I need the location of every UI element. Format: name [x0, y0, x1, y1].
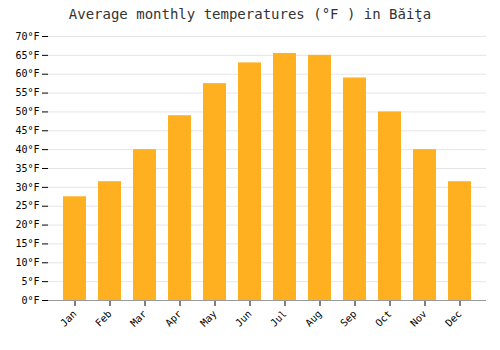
svg-text:Jan: Jan: [58, 308, 79, 329]
svg-text:May: May: [198, 308, 219, 329]
svg-text:55°F: 55°F: [15, 87, 39, 98]
svg-text:Dec: Dec: [443, 308, 464, 329]
svg-text:40°F: 40°F: [15, 144, 39, 155]
html-text:Average monthly temperatures (: Average monthly temperatures (°F ) in Bă…: [68, 6, 432, 22]
svg-text:30°F: 30°F: [15, 182, 39, 193]
svg-text:Jul: Jul: [268, 308, 289, 329]
svg-text:Feb: Feb: [93, 308, 114, 329]
svg-text:Aug: Aug: [303, 308, 324, 329]
svg-text:60°F: 60°F: [15, 68, 39, 79]
svg-text:50°F: 50°F: [15, 106, 39, 117]
svg-text:Mar: Mar: [128, 308, 149, 329]
svg-text:Nov: Nov: [408, 308, 429, 329]
svg-text:0°F: 0°F: [21, 295, 39, 306]
svg-text:10°F: 10°F: [15, 257, 39, 268]
svg-text:70°F: 70°F: [15, 31, 39, 42]
svg-text:20°F: 20°F: [15, 219, 39, 230]
svg-text:5°F: 5°F: [21, 276, 39, 287]
svg-text:45°F: 45°F: [15, 125, 39, 136]
svg-text:15°F: 15°F: [15, 238, 39, 249]
svg-text:Apr: Apr: [163, 308, 184, 329]
svg-text:Sep: Sep: [338, 308, 359, 329]
svg-text:Oct: Oct: [373, 308, 394, 329]
svg-text:25°F: 25°F: [15, 200, 39, 211]
svg-text:65°F: 65°F: [15, 50, 39, 61]
svg-text:Jun: Jun: [233, 308, 254, 329]
svg-text:35°F: 35°F: [15, 163, 39, 174]
